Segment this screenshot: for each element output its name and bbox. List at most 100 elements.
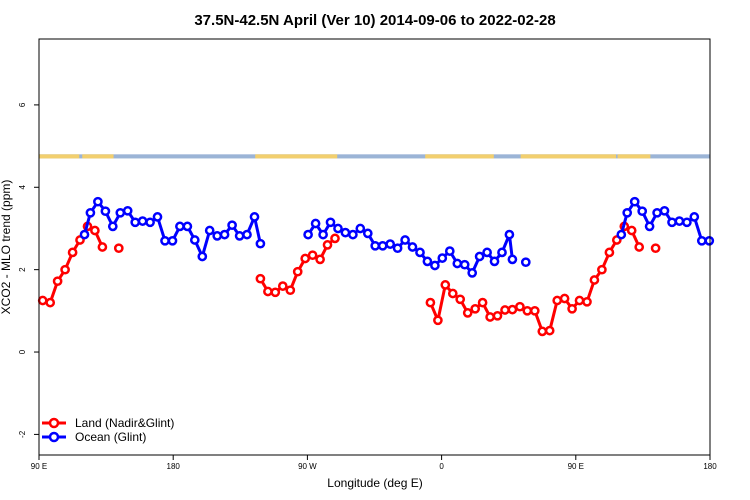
ocean-point [348,229,358,240]
land-point [113,243,124,254]
land-point [52,276,63,287]
land-point [582,296,592,307]
ocean-point [242,229,252,240]
x-axis: 90 E 180 90 W 0 90 E 180 [31,455,717,471]
legend: Land (Nadir&Glint) Ocean (Glint) [42,416,174,444]
ocean-point [689,212,700,222]
land-point [67,247,78,258]
x-tick-label: 90 E [568,462,584,471]
ocean-point [249,212,260,222]
plot-frame [38,38,711,456]
land-point [500,305,510,315]
ocean-point [377,240,388,251]
land-series-line [429,224,641,333]
land-point [300,253,311,264]
land-band [617,154,651,159]
land-point [634,242,645,252]
y-axis: -2 0 2 4 6 [18,102,39,438]
ocean-point [520,257,531,268]
y-tick-label: 6 [18,102,27,107]
land-point [60,264,70,275]
ocean-point [152,212,163,222]
y-tick-label: -2 [18,430,27,438]
land-ocean-strip [39,154,710,159]
y-tick-label: 2 [18,267,27,272]
ocean-point [122,205,133,216]
ocean-point [507,254,518,265]
land-point [626,225,637,236]
land-point [90,225,100,236]
ocean-point [107,221,118,232]
ocean-point [400,235,410,245]
ocean-point [622,207,633,218]
ocean-point [197,251,208,262]
ocean-point [682,217,692,228]
land-point [263,286,273,297]
ocean-point [255,238,266,249]
ocean-point [160,235,170,246]
land-band [82,154,114,159]
ocean-point [115,207,126,218]
x-tick-label: 180 [703,462,717,471]
x-axis-label: Longitude (deg E) [327,476,422,490]
ocean-point [318,229,328,240]
legend-land-label: Land (Nadir&Glint) [75,416,174,430]
ocean-point [415,247,425,258]
ocean-point [219,229,230,240]
land-point [285,285,296,296]
ocean-point [100,206,111,217]
land-point [477,297,488,308]
ocean-point [137,216,148,226]
land-point [470,303,481,314]
ocean-point [227,220,237,231]
land-point [307,250,318,261]
ocean-point [452,258,463,269]
land-point [330,233,340,244]
ocean-point [644,221,655,232]
ocean-point [182,221,193,232]
land-point [537,326,548,337]
ocean-point [189,235,200,245]
ocean-point [145,217,155,228]
ocean-point [93,196,103,207]
land-point [567,303,577,314]
land-point [455,294,466,305]
ocean-point [325,217,336,228]
ocean-band [39,154,710,159]
land-band [425,154,494,159]
x-tick-label: 90 E [31,462,47,471]
ocean-point [696,235,707,246]
ocean-point [310,218,321,229]
legend-ocean-label: Ocean (Glint) [75,430,146,444]
land-point [485,312,495,322]
ocean-point [444,246,455,256]
x-tick-label: 180 [167,462,181,471]
ocean-point [667,217,677,228]
land-band [255,154,338,159]
land-point [650,243,661,254]
ocean-point [407,242,418,252]
land-point [292,266,303,277]
legend-land-marker [48,417,60,429]
ocean-point [167,235,178,246]
ocean-point [430,260,440,271]
chart-title: 37.5N-42.5N April (Ver 10) 2014-09-06 to… [194,12,555,29]
ocean-point [482,247,492,258]
land-point [604,247,615,258]
ocean-point [704,235,715,246]
land-point [45,297,56,308]
land-point [552,295,563,306]
ocean-point [674,216,685,226]
ocean-point [85,207,96,218]
ocean-point [467,268,478,278]
series-layer [37,196,715,337]
land-point [440,280,451,290]
x-tick-label: 0 [439,462,444,471]
x-tick-label: 90 W [298,462,317,471]
ocean-point [437,253,448,263]
ocean-point [204,225,215,236]
ocean-point [474,251,485,262]
land-point [589,275,600,285]
ocean-point [370,240,381,251]
